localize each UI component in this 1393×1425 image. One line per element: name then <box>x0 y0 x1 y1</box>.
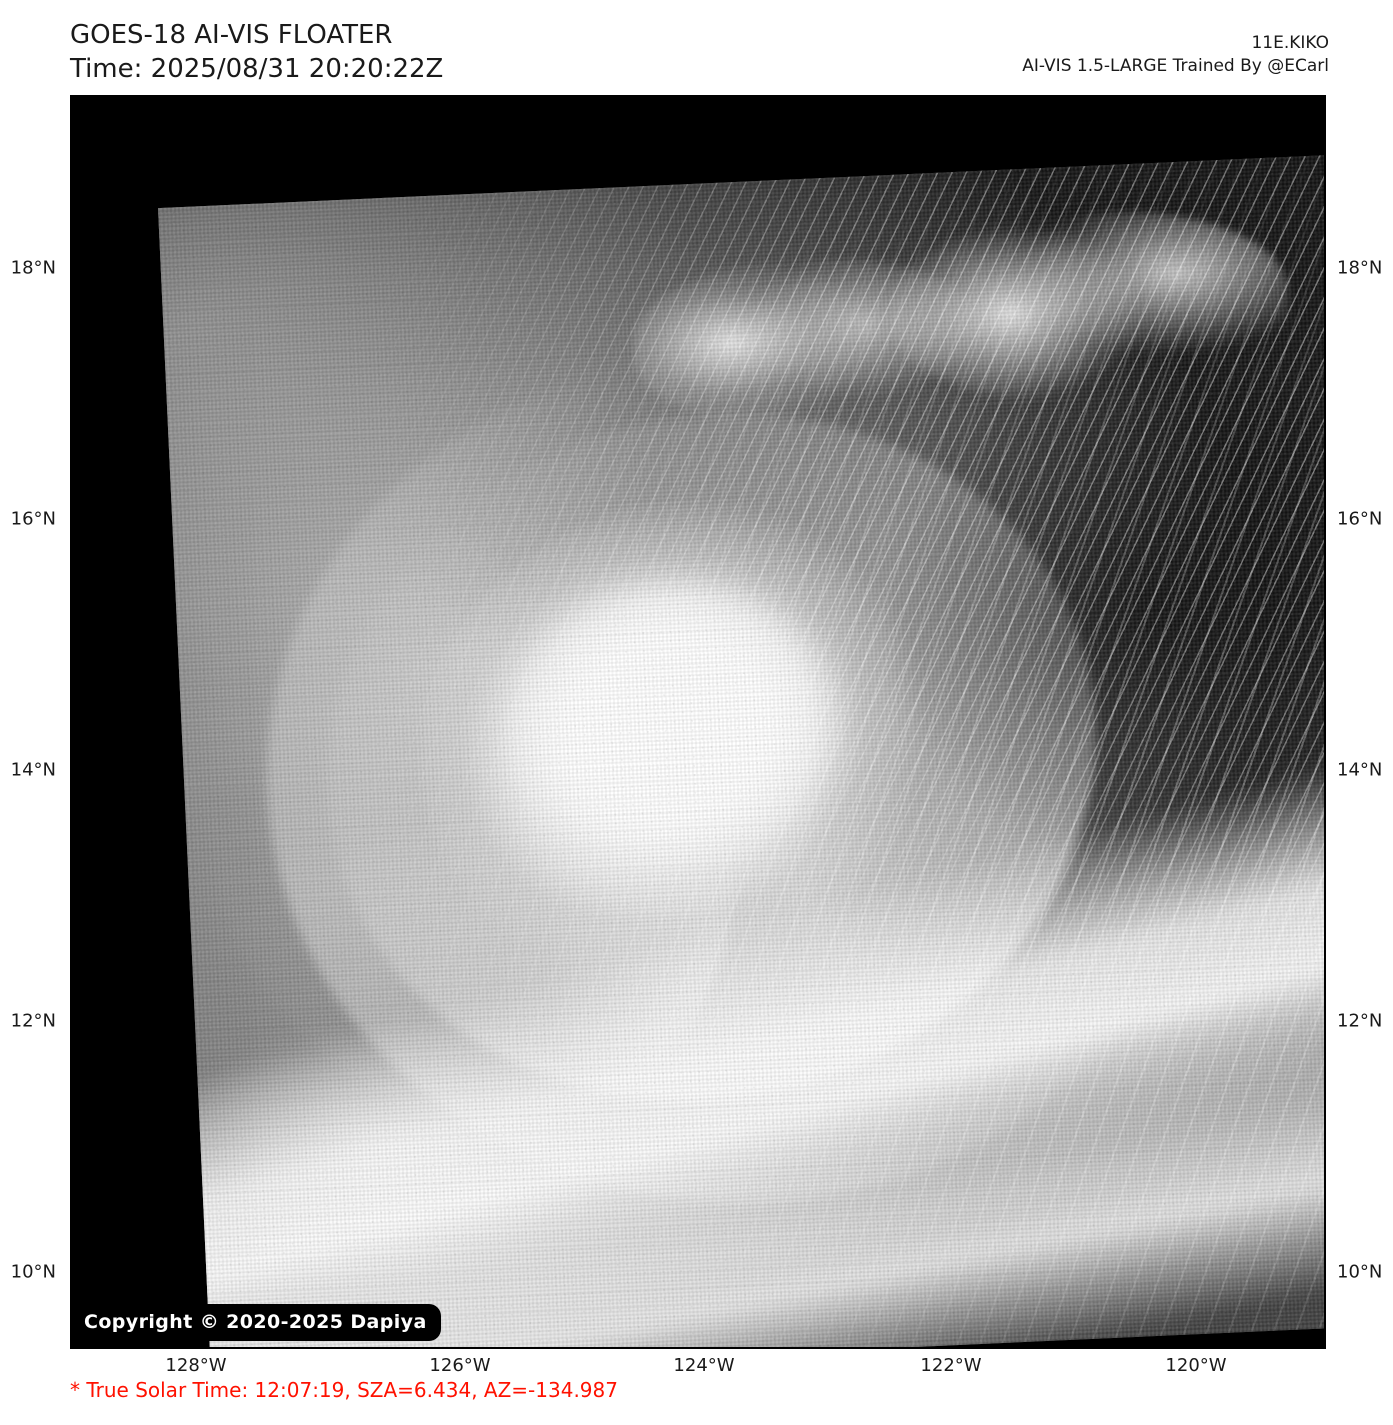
image-grain-texture <box>158 155 1324 1347</box>
lat-label-left-12n: 12°N <box>10 1010 56 1032</box>
lat-label-left-18n: 18°N <box>10 257 56 279</box>
satellite-visible-imagery <box>158 155 1324 1347</box>
lat-label-right-14n: 14°N <box>1337 759 1383 781</box>
lat-label-right-12n: 12°N <box>1337 1010 1383 1032</box>
satellite-image-panel[interactable]: Copyright © 2020-2025 Dapiya <box>70 95 1326 1349</box>
storm-id-label: 11E.KIKO <box>1251 33 1329 53</box>
lat-label-left-16n: 16°N <box>10 508 56 530</box>
lat-label-left-10n: 10°N <box>10 1261 56 1283</box>
timestamp-label: Time: 2025/08/31 20:20:22Z <box>70 54 444 84</box>
lon-label-128w: 128°W <box>165 1355 227 1376</box>
lat-label-right-10n: 10°N <box>1337 1261 1383 1283</box>
header-right-block: 11E.KIKO AI-VIS 1.5-LARGE Trained By @EC… <box>1022 32 1329 78</box>
lat-label-right-16n: 16°N <box>1337 508 1383 530</box>
solar-annotation-label: * True Solar Time: 12:07:19, SZA=6.434, … <box>70 1378 618 1402</box>
lon-label-120w: 120°W <box>1165 1355 1227 1376</box>
copyright-watermark: Copyright © 2020-2025 Dapiya <box>72 1304 441 1341</box>
lon-label-122w: 122°W <box>920 1355 982 1376</box>
lon-label-126w: 126°W <box>429 1355 491 1376</box>
lat-label-left-14n: 14°N <box>10 759 56 781</box>
lat-label-right-18n: 18°N <box>1337 257 1383 279</box>
satellite-raster-clip <box>72 97 1324 1347</box>
page-title: GOES-18 AI-VIS FLOATER <box>70 20 393 50</box>
header-left-block: GOES-18 AI-VIS FLOATER Time: 2025/08/31 … <box>70 18 443 86</box>
lon-label-124w: 124°W <box>673 1355 735 1376</box>
model-credit-label: AI-VIS 1.5-LARGE Trained By @ECarl <box>1022 56 1329 76</box>
